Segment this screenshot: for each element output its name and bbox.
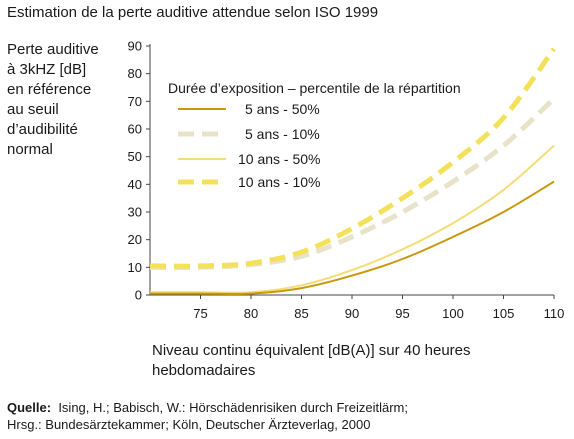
legend-label: 5 ans - 10% <box>245 126 320 142</box>
y-tick-label: 20 <box>128 232 142 247</box>
source-line-2: Hrsg.: Bundesärztekammer; Köln, Deutsche… <box>7 417 371 432</box>
x-tick-label: 95 <box>395 306 409 321</box>
series-line <box>149 96 556 271</box>
x-tick-label: 80 <box>244 306 258 321</box>
y-tick-label: 80 <box>128 66 142 81</box>
y-axis-label-line: au seuil <box>7 101 59 118</box>
series-line <box>150 144 555 294</box>
legend-label: 5 ans - 50% <box>245 101 320 117</box>
y-axis-label: Perte auditive à 3kHZ [dB] en référence … <box>7 40 125 160</box>
y-axis-label-line: en référence <box>7 81 92 98</box>
series-line <box>149 180 555 295</box>
y-tick-label: 90 <box>128 39 142 54</box>
x-tick-label: 105 <box>493 306 515 321</box>
y-tick-label: 60 <box>128 122 142 137</box>
legend-label: 10 ans - 50% <box>238 151 321 167</box>
x-tick-label: 100 <box>442 306 464 321</box>
x-tick-label: 75 <box>193 306 207 321</box>
y-tick-label: 50 <box>128 149 142 164</box>
source-label: Quelle: <box>7 400 52 415</box>
source-citation: Quelle: Ising, H.; Babisch, W.: Hörschäd… <box>7 399 408 433</box>
series-line <box>149 47 557 269</box>
x-axis-label-line: Niveau continu équivalent [dB(A)] sur 40… <box>152 342 471 359</box>
y-tick-label: 30 <box>128 205 142 220</box>
y-axis-label-line: normal <box>7 141 53 158</box>
legend-title: Durée d’exposition – percentile de la ré… <box>168 80 461 96</box>
x-tick-label: 85 <box>294 306 308 321</box>
legend-label: 10 ans - 10% <box>238 174 321 190</box>
source-line-1: Ising, H.; Babisch, W.: Hörschädenrisike… <box>58 400 408 415</box>
x-tick-label: 90 <box>345 306 359 321</box>
x-axis-label-line: hebdomadaires <box>152 362 256 379</box>
y-axis-label-line: d’audibilité <box>7 121 78 138</box>
y-axis-label-line: à 3kHZ [dB] <box>7 61 87 78</box>
y-tick-label: 0 <box>135 288 142 303</box>
y-tick-label: 10 <box>128 260 142 275</box>
y-axis-label-line: Perte auditive <box>7 41 99 58</box>
x-axis-label: Niveau continu équivalent [dB(A)] sur 40… <box>152 341 552 381</box>
y-tick-label: 70 <box>128 94 142 109</box>
y-tick-label: 40 <box>128 177 142 192</box>
x-tick-label: 110 <box>544 306 565 321</box>
chart-title: Estimation de la perte auditive attendue… <box>7 4 379 21</box>
